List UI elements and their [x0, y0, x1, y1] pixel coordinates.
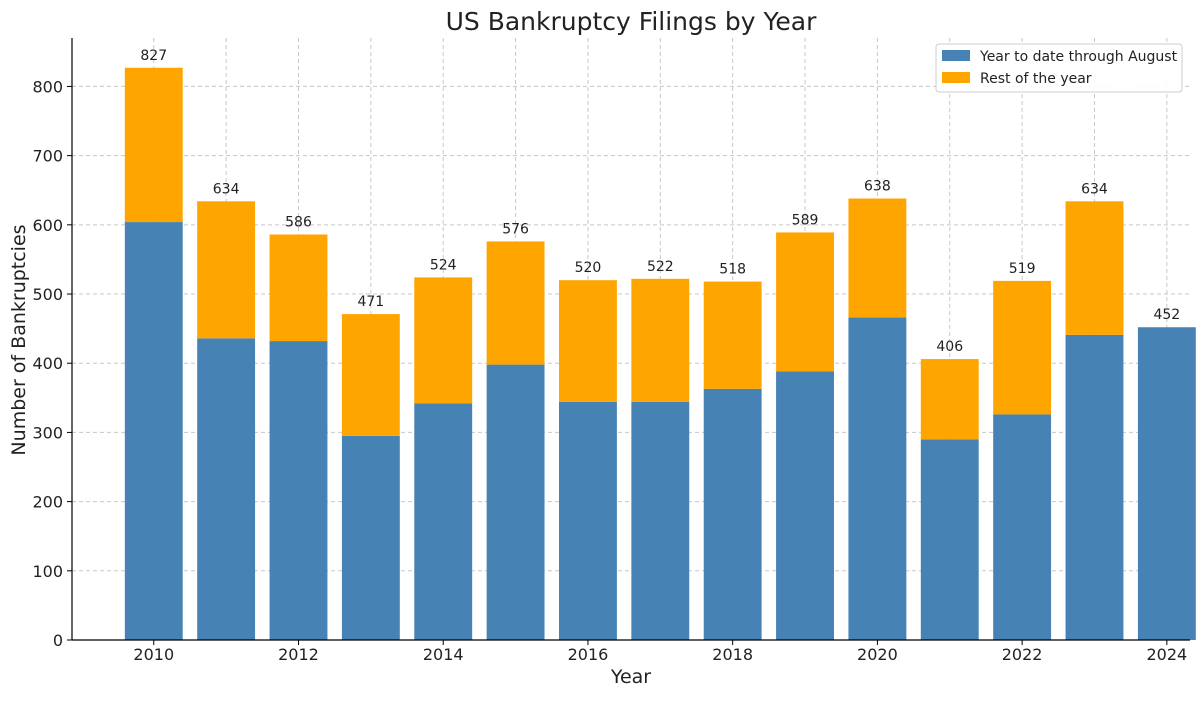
- y-tick-label: 600: [32, 216, 63, 235]
- x-tick-label: 2012: [278, 645, 319, 664]
- bar-rest-2011: [197, 201, 256, 339]
- total-label-2020: 638: [864, 179, 891, 195]
- bar-rest-2012: [269, 234, 328, 342]
- total-label-2017: 522: [647, 259, 674, 275]
- x-tick-label: 2016: [568, 645, 609, 664]
- bar-rest-2015: [486, 241, 545, 365]
- bar-rest-2018: [703, 281, 762, 389]
- y-tick-label: 400: [32, 354, 63, 373]
- y-tick-label: 300: [32, 423, 63, 442]
- bar-ytd-2017: [631, 401, 690, 640]
- legend-swatch-ytd: [942, 50, 970, 61]
- x-tick-label: 2010: [133, 645, 174, 664]
- legend-box: [935, 43, 1183, 93]
- x-tick-label: 2014: [423, 645, 464, 664]
- data-labels-group: 827 634 586 471 524 576 520 522 518 589 638 406 519 6…: [140, 48, 1180, 355]
- bar-rest-2016: [558, 280, 617, 402]
- bar-ytd-2013: [341, 435, 400, 640]
- bar-ytd-2023: [1065, 334, 1124, 640]
- legend-label-ytd: Year to date through August: [979, 49, 1178, 65]
- x-tick-label: 2024: [1146, 645, 1187, 664]
- y-tick-label: 100: [32, 562, 63, 581]
- y-axis-label: Number of Bankruptcies: [8, 224, 30, 455]
- bar-ytd-2010: [124, 222, 183, 641]
- bar-ytd-2021: [920, 439, 979, 640]
- bar-rest-2014: [414, 277, 473, 404]
- y-tick-labels: 0 100 200 300 400 500 600 700 800: [32, 77, 72, 650]
- bar-ytd-2018: [703, 388, 762, 640]
- total-label-2022: 519: [1009, 261, 1036, 277]
- bar-ytd-2014: [414, 403, 473, 640]
- legend-label-rest: Rest of the year: [980, 71, 1092, 87]
- bar-ytd-2015: [486, 364, 545, 640]
- bar-rest-2017: [631, 278, 690, 402]
- x-tick-label: 2022: [1002, 645, 1043, 664]
- bar-rest-2020: [848, 198, 907, 318]
- total-label-2014: 524: [430, 257, 457, 273]
- axes-group: [71, 38, 1190, 641]
- bar-rest-2023: [1065, 201, 1124, 335]
- bar-ytd-2024: [1137, 327, 1196, 640]
- x-tick-label: 2018: [712, 645, 753, 664]
- bar-rest-2019: [776, 232, 834, 372]
- chart-title: US Bankruptcy Filings by Year: [446, 7, 818, 36]
- total-label-2021: 406: [936, 339, 963, 355]
- total-label-2011: 634: [213, 181, 240, 197]
- total-label-2010: 827: [140, 48, 167, 64]
- bar-ytd-2011: [197, 338, 256, 640]
- total-label-2013: 471: [357, 294, 384, 310]
- legend: Year to date through August Rest of the …: [935, 43, 1183, 93]
- y-tick-label: 500: [32, 285, 63, 304]
- bar-rest-2010: [124, 67, 183, 223]
- total-label-2016: 520: [575, 260, 602, 276]
- total-label-2015: 576: [502, 221, 529, 237]
- total-label-2024: 452: [1153, 307, 1180, 323]
- y-tick-label: 200: [32, 493, 63, 512]
- y-tick-label: 0: [53, 631, 63, 650]
- total-label-2023: 634: [1081, 181, 1108, 197]
- total-label-2018: 518: [719, 262, 746, 278]
- x-tick-labels: 2010 2012 2014 2016 2018 2020 2022 2024: [133, 640, 1187, 664]
- total-label-2019: 589: [792, 212, 819, 228]
- bar-ytd-2012: [269, 341, 328, 640]
- bar-rest-2021: [920, 359, 979, 440]
- legend-swatch-rest: [942, 72, 970, 83]
- y-tick-label: 800: [32, 77, 63, 96]
- total-label-2012: 586: [285, 215, 312, 231]
- x-tick-label: 2020: [857, 645, 898, 664]
- y-tick-label: 700: [32, 147, 63, 166]
- bar-ytd-2020: [848, 317, 907, 640]
- bar-rest-2022: [993, 280, 1052, 415]
- bar-ytd-2016: [558, 401, 617, 640]
- x-axis-label: Year: [610, 666, 651, 688]
- bar-ytd-2019: [776, 371, 834, 640]
- bar-ytd-2022: [993, 414, 1052, 640]
- bar-rest-2013: [341, 314, 400, 436]
- bars-group: [124, 67, 1196, 641]
